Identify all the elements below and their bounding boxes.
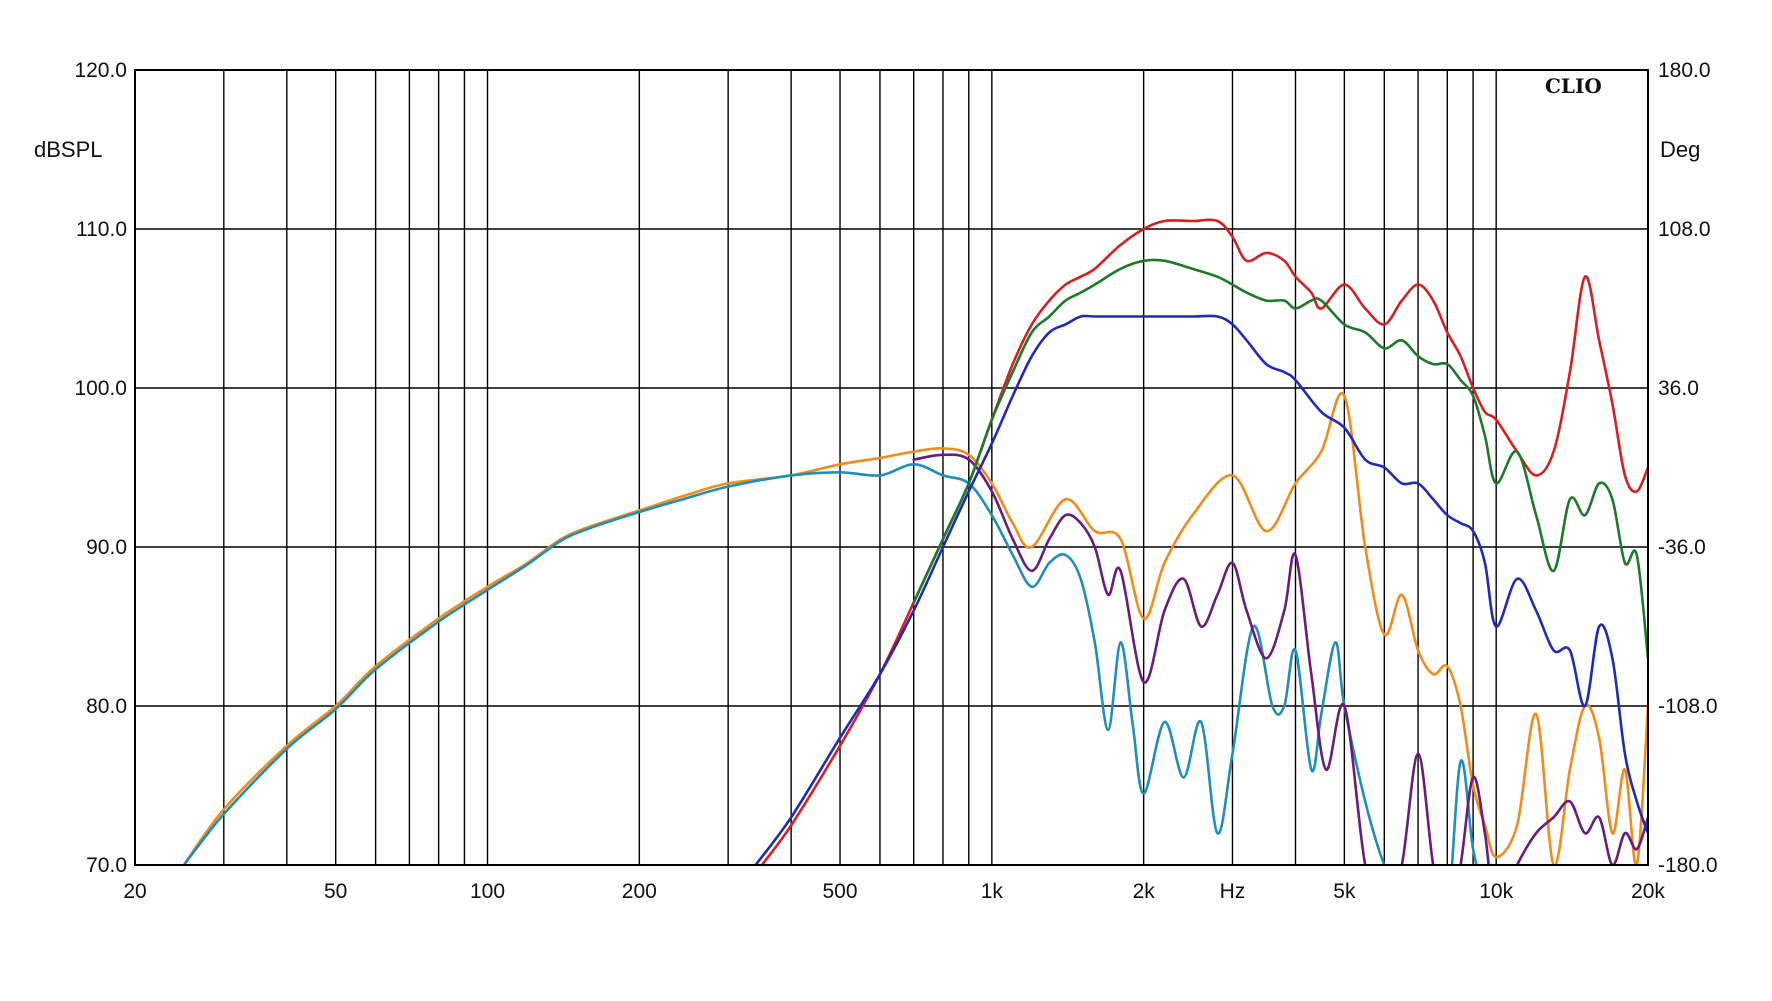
left-y-tick-label: 120.0 — [74, 59, 127, 82]
left-y-tick-label: 110.0 — [76, 218, 127, 241]
x-tick-labels: 20 50 100 200 500 1k 2k 5k 10k 20k — [123, 880, 1665, 903]
left-y-tick-label: 70.0 — [86, 854, 127, 877]
right-y-axis-label: Deg — [1660, 137, 1700, 162]
left-y-tick-labels: 70.0 80.0 90.0 100.0 110.0 120.0 — [74, 59, 127, 877]
x-tick-label: 20k — [1631, 880, 1665, 903]
right-y-tick-label: 180.0 — [1658, 59, 1711, 82]
x-axis-unit-label: Hz — [1220, 880, 1246, 903]
left-y-axis-label: dBSPL — [34, 137, 103, 162]
x-tick-label: 100 — [470, 880, 505, 903]
x-tick-label: 200 — [622, 880, 657, 903]
clio-brand-label: CLIO — [1545, 74, 1602, 98]
x-tick-label: 500 — [823, 880, 858, 903]
x-tick-label: 50 — [324, 880, 347, 903]
right-y-tick-label: -108.0 — [1658, 695, 1718, 718]
plot-frame — [134, 69, 1649, 866]
vertical-gridlines — [134, 70, 1649, 865]
x-tick-label: 2k — [1133, 880, 1156, 903]
left-y-tick-label: 80.0 — [86, 695, 127, 718]
series-line-2 — [182, 463, 1478, 865]
right-y-tick-label: 108.0 — [1658, 218, 1711, 241]
series-line-6 — [754, 314, 1648, 865]
series-line-5 — [912, 258, 1648, 660]
right-y-tick-labels: -180.0 -108.0 -36.0 36.0 108.0 180.0 — [1658, 59, 1718, 877]
series-line-3 — [912, 453, 1648, 865]
x-tick-label: 20 — [123, 880, 146, 903]
right-y-tick-label: -180.0 — [1658, 854, 1718, 877]
x-tick-label: 5k — [1333, 880, 1356, 903]
left-y-tick-label: 90.0 — [86, 536, 127, 559]
right-y-tick-label: 36.0 — [1658, 377, 1699, 400]
series-line-1 — [182, 391, 1648, 865]
series-layer — [182, 218, 1648, 865]
left-y-tick-label: 100.0 — [74, 377, 127, 400]
x-tick-label: 1k — [981, 880, 1004, 903]
x-tick-label: 10k — [1479, 880, 1513, 903]
right-y-tick-label: -36.0 — [1658, 536, 1706, 559]
horizontal-gridlines — [135, 69, 1648, 866]
